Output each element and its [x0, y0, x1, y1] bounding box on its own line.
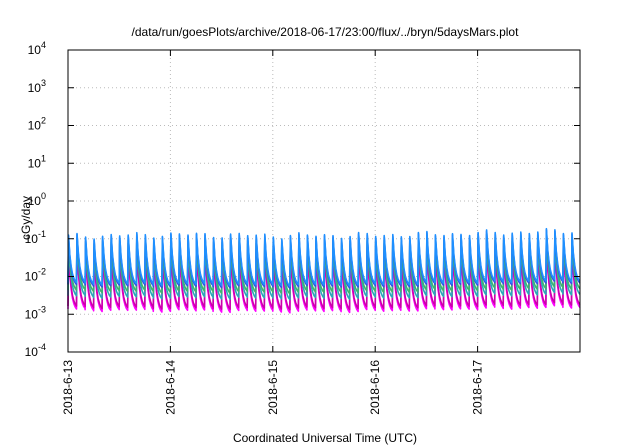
y-tick-label: 103	[28, 78, 46, 95]
y-tick-label: 102	[28, 116, 46, 133]
series-line	[67, 243, 581, 314]
y-tick-label: 101	[28, 153, 46, 170]
y-tick-label: 10-1	[25, 229, 46, 246]
y-tick-exponent: -4	[38, 342, 46, 352]
series-line	[67, 241, 581, 311]
y-tick-exponent: 0	[41, 191, 46, 201]
y-tick-label: 100	[28, 191, 46, 208]
x-tick-label: 2018-6-17	[471, 360, 485, 415]
x-tick-label: 2018-6-16	[368, 360, 382, 415]
series-line	[67, 235, 581, 301]
y-tick-exponent: -2	[38, 267, 46, 277]
x-tick-group: 2018-6-13 2018-6-14 2018-6-15 2018-6-16 2018…	[61, 50, 485, 415]
y-tick-exponent: 2	[41, 116, 46, 126]
x-tick-label: 2018-6-14	[163, 360, 177, 415]
y-axis-label: cGy/day	[19, 196, 33, 240]
y-tick-exponent: 1	[41, 153, 46, 163]
y-tick-exponent: -1	[38, 229, 46, 239]
chart-title: /data/run/goesPlots/archive/2018-06-17/2…	[132, 25, 520, 39]
y-tick-label: 10-4	[25, 342, 46, 359]
y-tick-exponent: 4	[41, 40, 46, 50]
y-tick-label: 10-3	[25, 304, 46, 321]
series-line	[67, 227, 581, 288]
y-tick-label: 10-2	[25, 267, 46, 284]
series-group	[67, 227, 581, 314]
y-tick-label: 104	[28, 40, 46, 57]
x-tick-label: 2018-6-13	[61, 360, 75, 415]
y-tick-exponent: -3	[38, 304, 46, 314]
y-tick-exponent: 3	[41, 78, 46, 88]
series-line	[67, 232, 581, 295]
x-tick-label: 2018-6-15	[266, 360, 280, 415]
x-axis-label: Coordinated Universal Time (UTC)	[233, 431, 417, 445]
